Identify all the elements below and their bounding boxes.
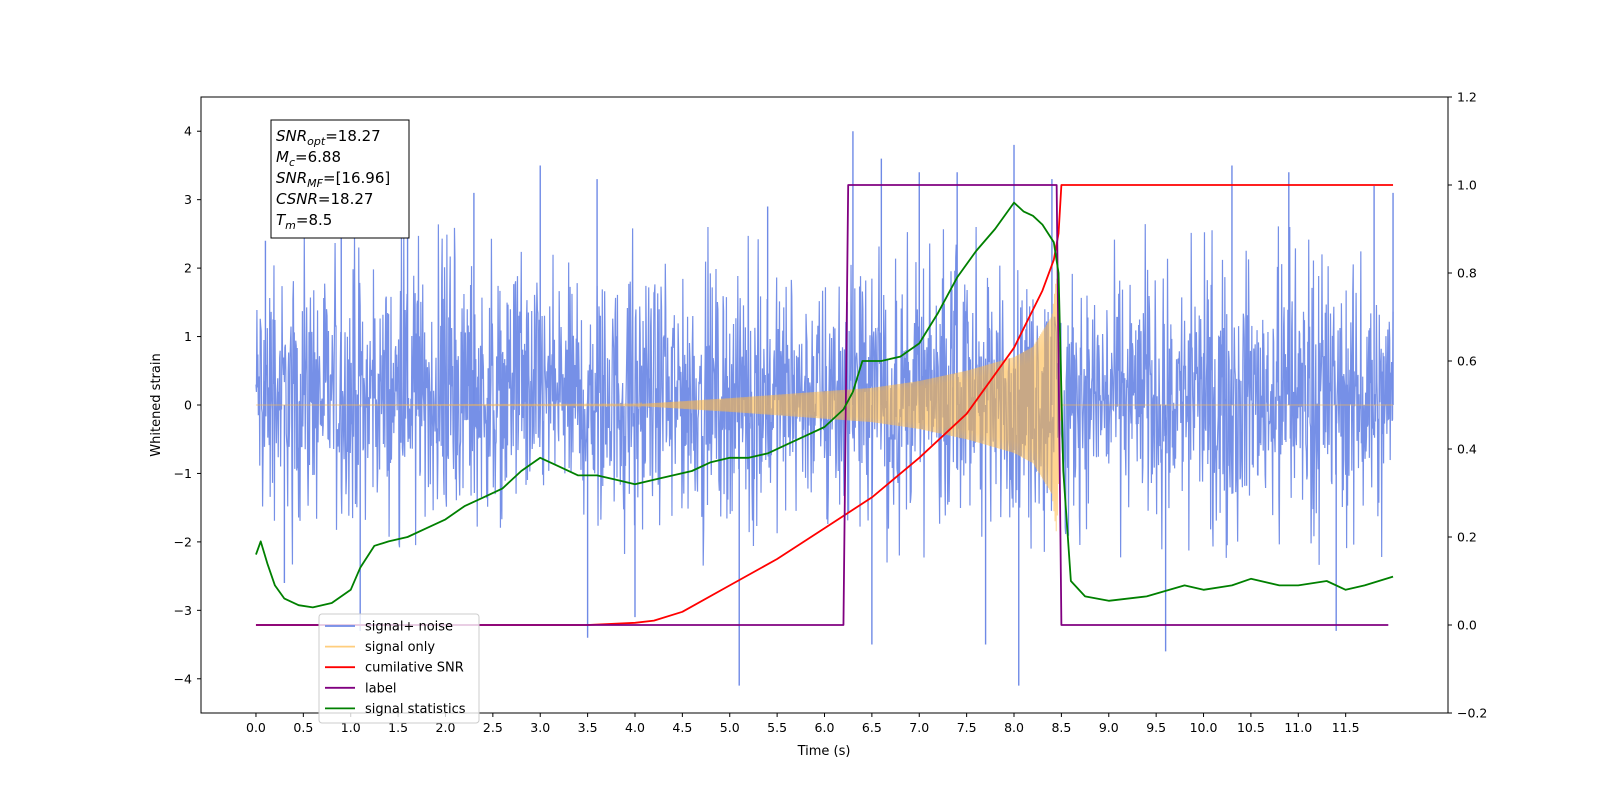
info-box-line: SNRMF=[16.96] [276,169,390,190]
info-box-line: SNRopt=18.27 [276,127,381,148]
x-tick-label: 7.5 [957,720,977,735]
x-tick-label: 5.0 [720,720,740,735]
x-tick-label: 0.0 [246,720,266,735]
x-tick-label: 2.0 [436,720,456,735]
info-box-line: CSNR=18.27 [276,190,373,208]
right-y-tick-label: 1.2 [1457,90,1477,105]
legend-entry-label: cumilative SNR [365,661,464,676]
left-y-tick-label: −4 [174,671,192,686]
noise-trace [255,224,1394,566]
x-tick-label: 5.5 [767,720,787,735]
info-box-line: Mc=6.88 [276,148,341,169]
x-tick-label: 8.5 [1051,720,1071,735]
x-tick-label: 2.5 [483,720,503,735]
x-tick-label: 4.5 [672,720,692,735]
label-line [255,184,1389,626]
legend-entry-label: signal statistics [365,702,466,717]
x-tick-label: 0.5 [293,720,313,735]
left-y-tick-label: 3 [184,192,192,207]
left-y-tick-label: 4 [184,124,192,139]
right-y-tick-label: 0.4 [1457,442,1477,457]
info-box-frame [270,119,410,239]
x-tick-label: 1.5 [388,720,408,735]
info-box-line: Tm=8.5 [276,211,332,232]
legend-entry-label: signal+ noise [365,620,453,635]
x-tick-label: 4.0 [625,720,645,735]
right-y-axis-ticks: 1.2 1.0 0.8 0.6 0.4 0.2 0.0 −0.2 [1448,90,1487,721]
left-y-tick-label: −1 [174,466,192,481]
left-y-tick-label: −2 [174,534,192,549]
left-y-tick-label: −3 [174,603,192,618]
left-y-tick-label: 2 [184,261,192,276]
right-y-tick-label: −0.2 [1457,706,1487,721]
right-y-tick-label: 0.0 [1457,618,1477,633]
x-tick-label: 7.0 [909,720,929,735]
x-tick-label: 10.0 [1190,720,1218,735]
signal-plus-noise-series [255,131,1394,686]
x-tick-label: 9.5 [1146,720,1166,735]
right-y-tick-label: 1.0 [1457,178,1477,193]
x-tick-label: 3.5 [578,720,598,735]
x-tick-label: 10.5 [1237,720,1265,735]
left-y-tick-label: 0 [184,398,192,413]
x-tick-label: 9.0 [1099,720,1119,735]
x-tick-label: 3.0 [530,720,550,735]
legend-frame [318,613,480,724]
right-y-tick-label: 0.6 [1457,354,1477,369]
right-axis-series [255,184,1394,626]
x-tick-label: 11.5 [1332,720,1360,735]
left-y-tick-label: 1 [184,329,192,344]
x-axis-ticks: 0.0 0.5 1.0 1.5 2.0 2.5 3.0 3.5 4.0 4.5 5.0 5.5 6.0 6… [246,713,1360,735]
x-tick-label: 1.0 [341,720,361,735]
x-tick-label: 8.0 [1004,720,1024,735]
x-tick-label: 6.5 [862,720,882,735]
right-y-tick-label: 0.2 [1457,530,1477,545]
x-axis-label: Time (s) [797,744,851,759]
x-tick-label: 6.0 [815,720,835,735]
legend: signal+ noise signal only cumilative SNR la… [318,613,480,724]
legend-entry-label: label [365,681,396,696]
info-box: SNRopt=18.27Mc=6.88SNRMF=[16.96]CSNR=18.… [270,119,410,239]
right-y-tick-label: 0.8 [1457,266,1477,281]
x-tick-label: 11.0 [1284,720,1312,735]
signal-only-series [255,278,1394,532]
chirp-trace [255,278,1394,532]
y-axis-label: Whitened strain [149,353,164,456]
signal-statistics-line [255,201,1394,609]
left-y-axis-ticks: 4 3 2 1 0 −1 −2 −3 −4 [174,124,201,686]
legend-entry-label: signal only [365,640,435,655]
